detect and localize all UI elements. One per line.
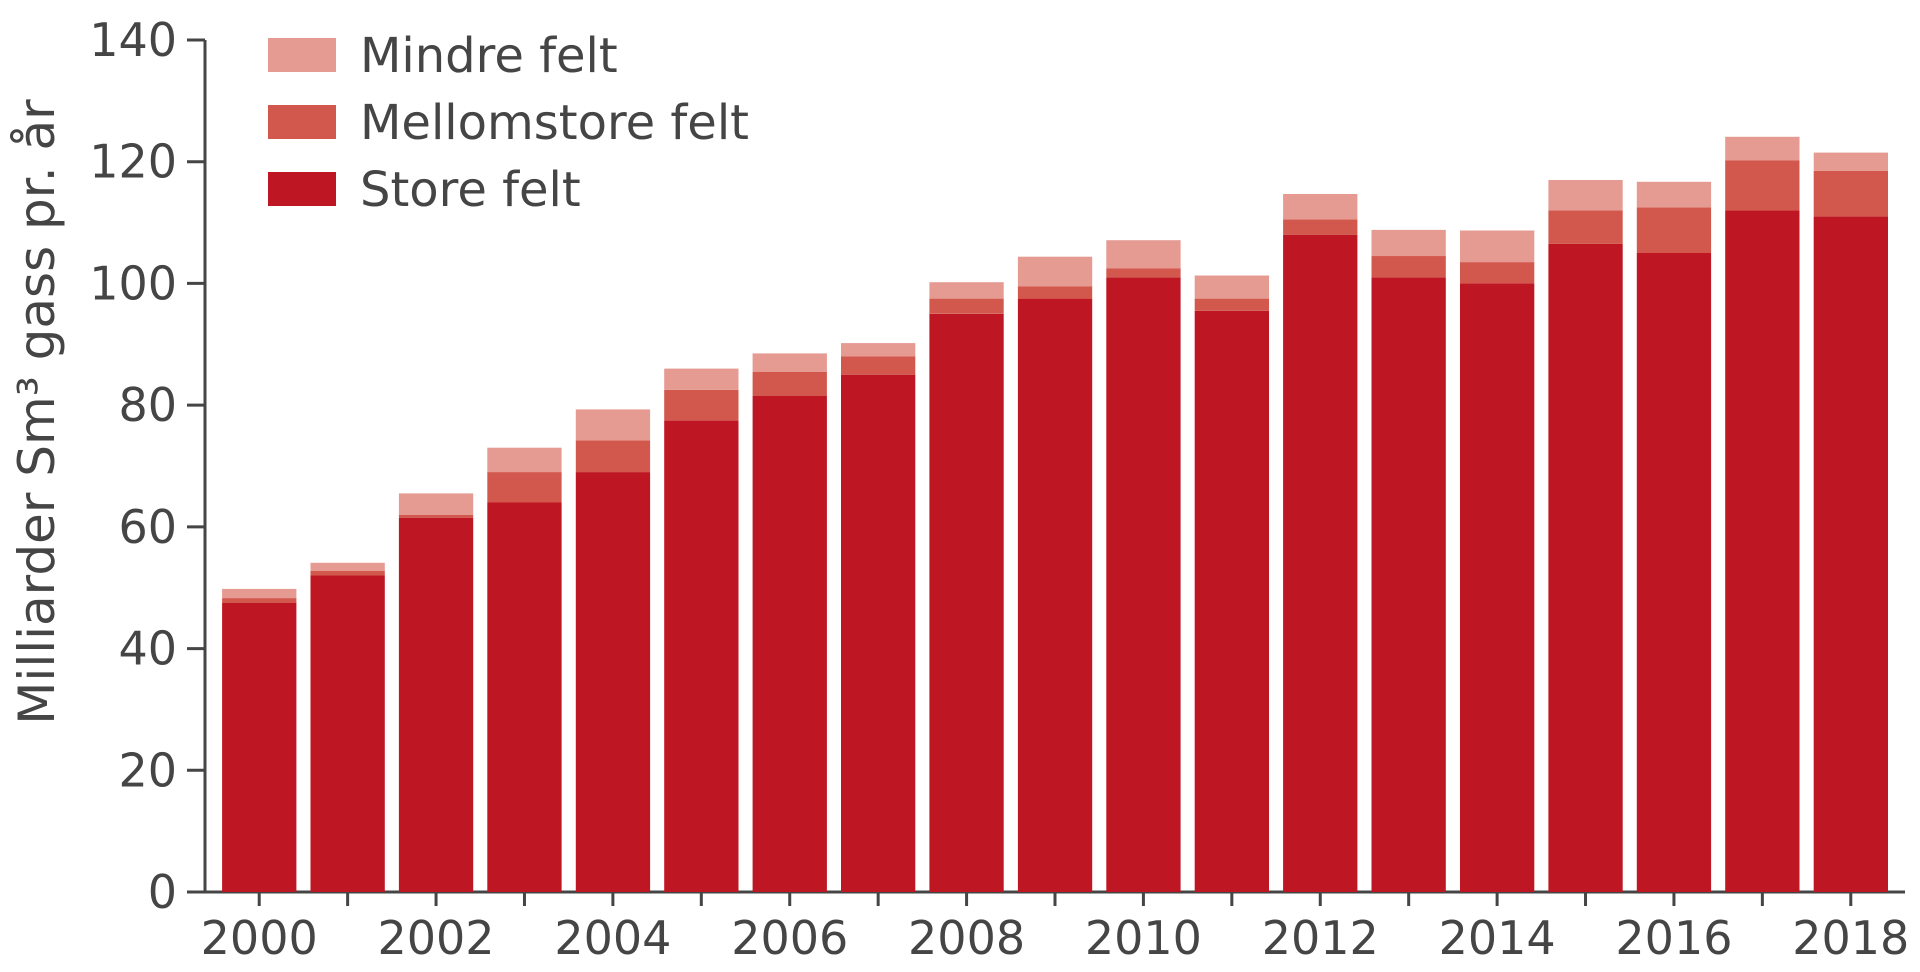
legend-swatch: [268, 172, 336, 206]
x-tick-label: 2012: [1262, 911, 1379, 965]
bar-segment: [752, 371, 827, 396]
legend-swatch: [268, 38, 336, 72]
bar-segment: [841, 343, 916, 357]
bar-segment: [575, 409, 651, 441]
bar-segment: [841, 374, 916, 892]
bar-segment: [1460, 262, 1535, 284]
bar-segment: [1371, 229, 1446, 257]
y-tick-label: 60: [118, 500, 177, 554]
bar-segment: [664, 368, 739, 390]
bar-segment: [575, 472, 651, 892]
bar-segment: [310, 570, 385, 576]
y-tick-label: 0: [148, 865, 177, 919]
y-tick-label: 80: [118, 378, 177, 432]
bar-segment: [1106, 240, 1181, 269]
bar-segment: [1017, 298, 1093, 893]
y-tick-label: 120: [89, 135, 177, 189]
y-tick-label: 40: [118, 622, 177, 676]
x-tick-label: 2008: [908, 911, 1025, 965]
bar-segment: [1371, 256, 1446, 278]
y-tick-label: 100: [89, 256, 177, 310]
bar-segment: [1017, 256, 1093, 287]
bar-segment: [1106, 268, 1181, 278]
bar-segment: [398, 493, 474, 515]
bar-segment: [398, 517, 474, 892]
bar-segment: [487, 472, 562, 503]
bar-segment: [310, 575, 385, 892]
bar-segment: [752, 396, 827, 892]
y-axis-title: Milliarder Sm³ gass pr. år: [8, 99, 66, 725]
bar-segment: [1283, 219, 1358, 235]
bar-segment: [222, 598, 297, 603]
bar-segment: [841, 356, 916, 375]
bar-segment: [487, 447, 562, 472]
bar-segment: [1813, 216, 1888, 892]
bar-segment: [222, 602, 297, 892]
y-tick-label: 20: [118, 743, 177, 797]
bar-segment: [1017, 286, 1093, 299]
bar-segment: [1725, 210, 1800, 892]
bar-segment: [929, 313, 1004, 892]
bar-segment: [1283, 234, 1358, 892]
bar-segment: [1636, 207, 1712, 253]
bar-segment: [310, 562, 385, 571]
bar-segment: [1813, 170, 1888, 217]
bar-segment: [1460, 230, 1535, 263]
bar-segment: [1283, 194, 1358, 220]
bar-segment: [575, 440, 651, 472]
bar-segment: [1548, 210, 1623, 244]
bar-segment: [1106, 277, 1181, 892]
bar-segment: [752, 353, 827, 372]
bar-segment: [1636, 181, 1712, 208]
x-tick-label: 2014: [1439, 911, 1556, 965]
x-tick-label: 2002: [378, 911, 495, 965]
x-tick-label: 2006: [731, 911, 848, 965]
bar-segment: [929, 298, 1004, 314]
x-tick-label: 2018: [1792, 911, 1909, 965]
x-tick-label: 2010: [1085, 911, 1202, 965]
bar-segment: [664, 389, 739, 421]
x-tick-label: 2004: [554, 911, 671, 965]
bar-segment: [664, 420, 739, 892]
bar-segment: [1548, 243, 1623, 892]
bar-segment: [1460, 283, 1535, 892]
bar-segment: [1813, 152, 1888, 171]
bar-segment: [1725, 136, 1800, 161]
x-tick-label: 2016: [1615, 911, 1732, 965]
bar-segment: [1194, 310, 1269, 892]
legend-swatch: [268, 105, 336, 139]
x-tick-label: 2000: [201, 911, 318, 965]
bar-segment: [1725, 160, 1800, 211]
bar-segment: [1371, 277, 1446, 892]
bar-segment: [222, 588, 297, 598]
bar-segment: [487, 502, 562, 892]
bar-segment: [1194, 275, 1269, 299]
legend-label: Mindre felt: [360, 28, 618, 84]
bar-segment: [929, 282, 1004, 299]
bar-segment: [1548, 180, 1623, 211]
legend-label: Mellomstore felt: [360, 95, 749, 151]
legend-label: Store felt: [360, 162, 581, 218]
bar-segment: [1636, 253, 1712, 892]
bar-segment: [1194, 298, 1269, 311]
chart-bars: [222, 136, 1888, 893]
chart-legend: Mindre felt Mellomstore felt Store felt: [268, 28, 749, 218]
bar-segment: [398, 514, 474, 518]
chart-axes: 0 20 40 60 80 100 120 140 2000 2002 2004 2006 2008 20…: [89, 13, 1909, 965]
y-tick-label: 140: [89, 13, 177, 67]
